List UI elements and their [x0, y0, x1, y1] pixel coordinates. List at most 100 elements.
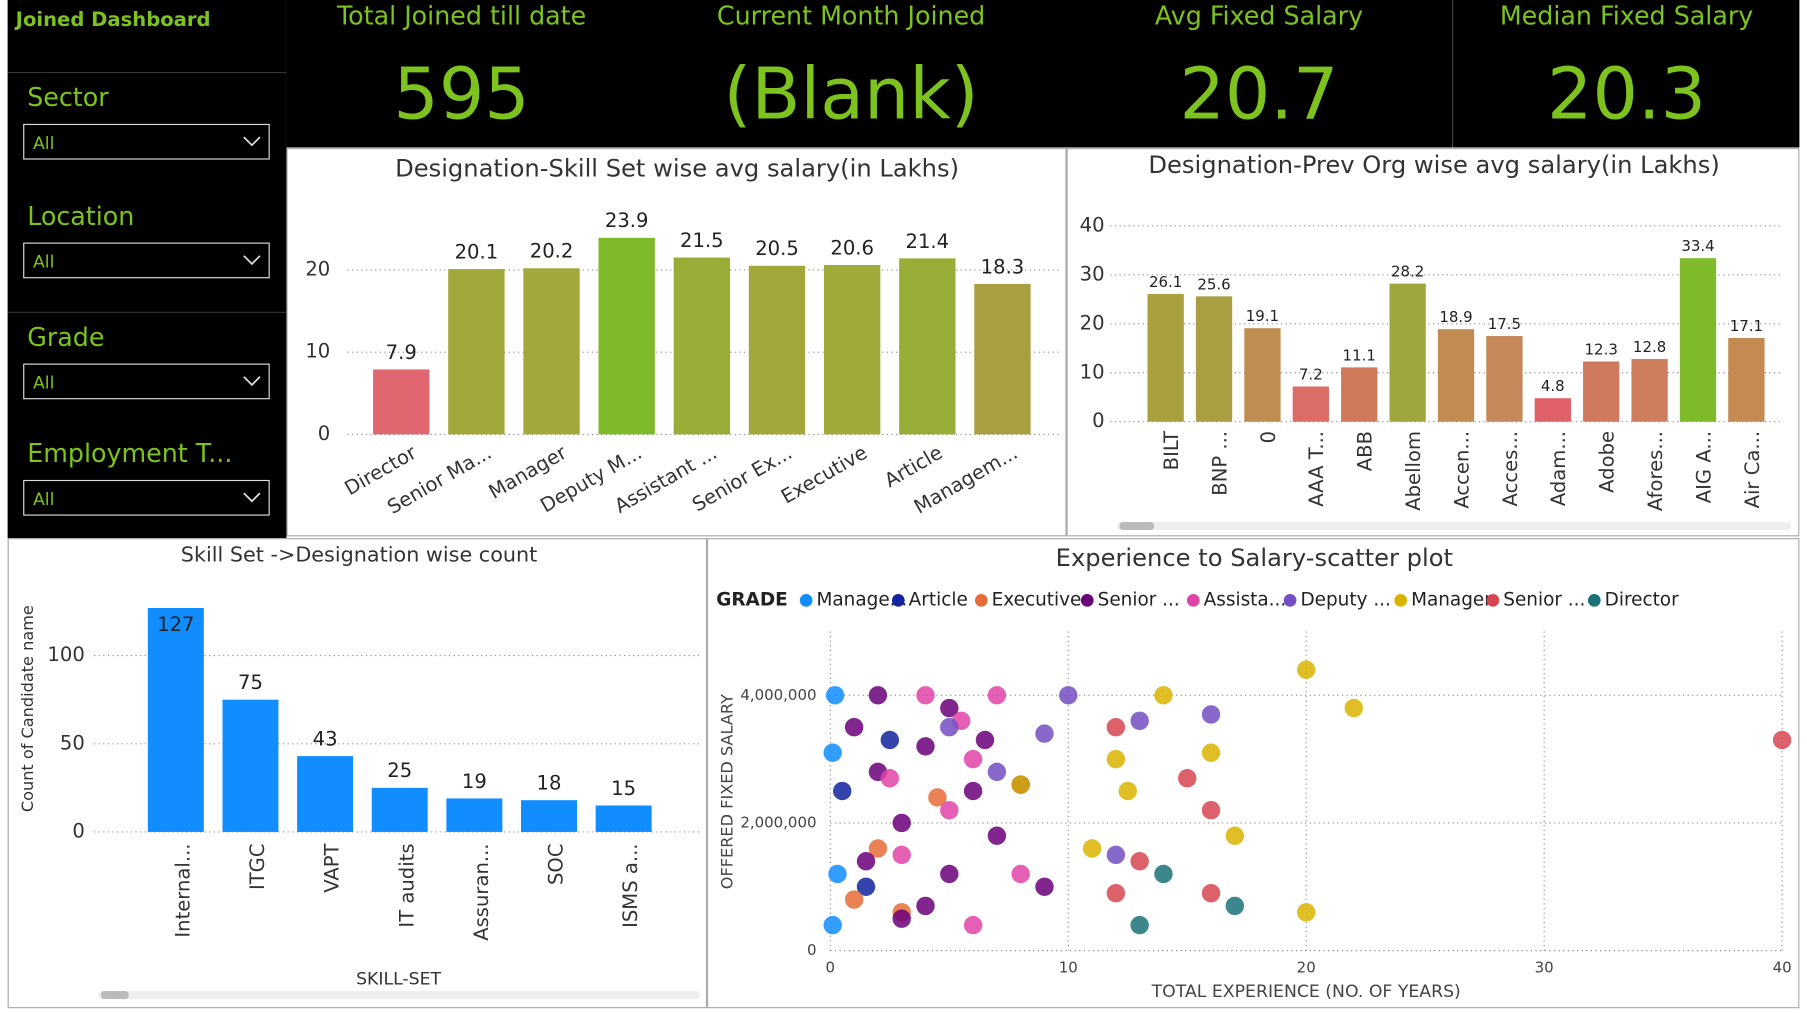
scrollbar[interactable]	[1117, 521, 1792, 531]
value-label: 18.9	[1439, 308, 1472, 326]
value-label: 17.5	[1488, 315, 1521, 333]
value-label: 18.3	[981, 255, 1025, 278]
bar	[673, 257, 731, 435]
bar	[521, 800, 577, 832]
x-tick-label: 0	[826, 958, 836, 976]
value-label: 21.4	[906, 230, 950, 253]
legend-label: Article	[909, 589, 968, 610]
value-label: 25.6	[1197, 275, 1230, 293]
chevron	[243, 376, 261, 387]
legend-label: Manage...	[817, 589, 908, 610]
bar	[222, 699, 279, 832]
value-label: 18	[537, 772, 562, 795]
x-axis-title: SKILL-SET	[356, 969, 441, 989]
scrollbar[interactable]	[98, 990, 701, 1000]
filter-label: Employment T...	[27, 438, 232, 468]
bar	[1147, 293, 1184, 422]
scatter-point	[825, 686, 845, 705]
scrollbar-thumb[interactable]	[1119, 521, 1155, 531]
scatter-point	[828, 864, 847, 884]
value-label: 11.1	[1343, 346, 1376, 364]
scatter-point	[1130, 915, 1149, 935]
value-label: 43	[313, 727, 338, 750]
scatter-point	[1106, 845, 1126, 865]
value-label: 7.2	[1299, 365, 1323, 383]
bar	[1631, 359, 1668, 422]
kpi-value: 20.7	[1179, 53, 1338, 136]
y-tick-label: 0	[318, 422, 330, 445]
x-tick-label: AIG A...	[1692, 431, 1715, 503]
chevron	[243, 255, 261, 266]
x-tick-label: Air Ca...	[1741, 431, 1764, 508]
bar	[147, 607, 204, 832]
bar	[974, 283, 1031, 435]
bar	[523, 268, 580, 435]
scatter-point	[1106, 717, 1126, 737]
scatter-point	[844, 890, 864, 909]
y-tick-label: 100	[47, 643, 84, 666]
y-tick-label: 30	[1080, 262, 1105, 285]
filters: Sector All Location All Grade All Employment T…	[23, 82, 270, 516]
scatter-point	[1201, 800, 1221, 820]
scatter-point	[880, 769, 900, 788]
panel	[1066, 148, 1800, 537]
scatter-point	[1035, 877, 1054, 897]
dropdown-value[interactable]: All	[33, 253, 54, 273]
scatter-point	[975, 730, 995, 750]
dropdown[interactable]	[23, 242, 270, 279]
x-tick-label: IT audits	[395, 843, 418, 927]
y-axis-title: Count of Candidate name	[18, 605, 37, 812]
scatter-point	[823, 743, 842, 762]
legend-marker	[1394, 593, 1408, 607]
bar	[1195, 296, 1233, 422]
scatter-point	[916, 896, 935, 916]
value-label: 20.6	[830, 236, 874, 259]
chart-title: Skill Set ->Designation wise count	[181, 542, 538, 566]
scatter-point	[868, 686, 888, 705]
dropdown[interactable]	[23, 123, 270, 160]
bar	[899, 258, 956, 435]
scatter-point	[916, 737, 935, 756]
bar	[1244, 328, 1281, 422]
y-tick-label: 10	[1080, 360, 1105, 383]
dropdown-value[interactable]: All	[33, 134, 54, 154]
dropdown[interactable]	[23, 479, 270, 516]
x-axis-title: TOTAL EXPERIENCE (NO. OF YEARS)	[1151, 982, 1461, 1002]
scatter-point	[916, 686, 935, 705]
legend-marker	[1080, 593, 1094, 607]
scatter-point	[963, 781, 983, 801]
bar	[1437, 329, 1475, 422]
kpi-value: 20.3	[1547, 53, 1706, 136]
bar	[373, 369, 430, 435]
x-tick-label: Adobe	[1596, 431, 1619, 493]
scatter-point	[1201, 883, 1221, 903]
scatter-point	[1201, 705, 1221, 724]
dropdown-value[interactable]: All	[33, 374, 54, 394]
x-tick-label: BNP ...	[1208, 431, 1231, 496]
scatter-point	[856, 852, 876, 871]
kpi-label: Total Joined till date	[336, 0, 586, 30]
value-label: 4.8	[1541, 377, 1565, 395]
chevron	[243, 136, 261, 147]
y-tick-label: 20	[305, 257, 330, 280]
scatter-point	[833, 781, 852, 801]
scatter-point	[1106, 749, 1126, 769]
bar	[1341, 367, 1378, 422]
x-tick-label: 0	[1257, 431, 1280, 443]
kpi-label: Current Month Joined	[717, 0, 985, 30]
bar	[1389, 283, 1426, 422]
bar	[1679, 258, 1717, 422]
bar	[1728, 337, 1765, 422]
value-label: 7.9	[386, 341, 417, 364]
y-tick-label: 10	[305, 340, 330, 363]
value-label: 19	[462, 770, 487, 793]
scatter-point	[987, 762, 1007, 782]
scrollbar-thumb[interactable]	[100, 990, 129, 1000]
bar	[371, 787, 428, 832]
dropdown-value[interactable]: All	[33, 490, 54, 510]
dropdown[interactable]	[23, 363, 270, 400]
bar	[1534, 398, 1571, 422]
x-tick-label: Accen...	[1450, 431, 1473, 509]
y-tick-label: 0	[807, 941, 817, 959]
